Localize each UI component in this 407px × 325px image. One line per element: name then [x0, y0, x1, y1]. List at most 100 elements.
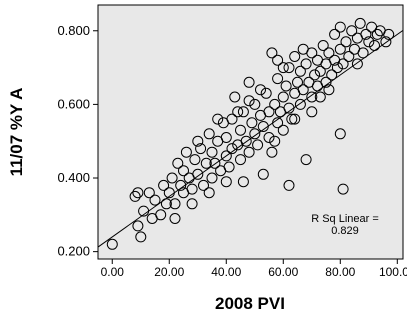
- data-point: [203, 128, 215, 140]
- data-point: [240, 135, 252, 147]
- annotation-line1: R Sq Linear =: [311, 213, 379, 225]
- data-point: [334, 21, 346, 33]
- data-point: [357, 47, 369, 59]
- x-tick-label: 40.00: [211, 265, 241, 279]
- data-point: [272, 54, 284, 66]
- data-point: [380, 36, 392, 48]
- y-tick-label: 0.200: [57, 244, 90, 259]
- data-point: [266, 146, 278, 158]
- y-axis: 0.200 0.400 0.600 0.800: [57, 23, 98, 259]
- data-point: [252, 139, 264, 151]
- y-tick-label: 0.600: [57, 96, 90, 111]
- data-point: [371, 28, 383, 40]
- data-point: [272, 73, 284, 85]
- data-point: [309, 69, 321, 81]
- data-point: [314, 91, 326, 103]
- data-point: [283, 62, 295, 74]
- data-point: [206, 172, 218, 184]
- data-point: [331, 62, 343, 74]
- data-point: [317, 40, 329, 51]
- data-point: [263, 106, 275, 118]
- data-point: [300, 58, 312, 70]
- data-point: [314, 65, 326, 77]
- data-point: [323, 84, 335, 96]
- annotation-line2: 0.829: [331, 225, 359, 237]
- data-point: [209, 157, 221, 169]
- data-point: [189, 154, 201, 166]
- data-point: [340, 36, 352, 48]
- data-point: [212, 113, 224, 125]
- data-point: [334, 128, 346, 140]
- data-point: [237, 106, 249, 118]
- data-point: [178, 165, 189, 177]
- data-point: [237, 176, 249, 188]
- data-point: [169, 198, 181, 210]
- data-point: [180, 146, 192, 158]
- data-point: [149, 194, 161, 206]
- data-point: [220, 176, 232, 188]
- data-point: [294, 65, 306, 77]
- data-point: [337, 58, 349, 70]
- data-point: [300, 154, 312, 166]
- data-point: [306, 91, 318, 103]
- data-point: [192, 168, 204, 180]
- x-tick-label: 80.00: [325, 265, 355, 279]
- data-point: [132, 220, 144, 232]
- data-point: [206, 146, 218, 158]
- data-point: [223, 161, 235, 173]
- data-point: [220, 150, 232, 162]
- data-point: [277, 62, 289, 74]
- data-point: [269, 135, 281, 147]
- data-point: [346, 25, 358, 37]
- data-point: [249, 128, 261, 140]
- data-point: [269, 98, 281, 110]
- data-point: [246, 117, 258, 129]
- data-point: [343, 51, 355, 62]
- data-point: [172, 157, 184, 169]
- data-point: [169, 213, 181, 224]
- data-point: [306, 106, 318, 118]
- data-point: [354, 17, 366, 29]
- data-point: [186, 183, 198, 195]
- data-point: [263, 132, 275, 143]
- data-point: [129, 190, 141, 202]
- points-layer: [106, 17, 395, 250]
- x-tick-label: 100.00: [379, 265, 407, 279]
- data-point: [226, 113, 238, 125]
- data-point: [289, 113, 301, 125]
- data-point: [297, 43, 309, 55]
- data-point: [297, 84, 309, 96]
- data-point: [320, 76, 332, 88]
- data-point: [323, 47, 335, 59]
- data-point: [257, 168, 269, 180]
- data-point: [232, 106, 244, 118]
- data-point: [135, 231, 147, 243]
- y-tick-label: 0.400: [57, 170, 90, 185]
- data-point: [383, 28, 395, 40]
- data-point: [351, 58, 363, 70]
- data-point: [200, 157, 212, 169]
- fit-line: [97, 29, 404, 248]
- data-point: [198, 179, 209, 191]
- data-point: [243, 76, 255, 88]
- data-point: [363, 36, 375, 48]
- data-point: [334, 43, 346, 55]
- x-tick-label: 0.00: [101, 265, 125, 279]
- data-point: [243, 146, 255, 158]
- data-point: [132, 187, 144, 199]
- data-point: [277, 91, 289, 103]
- data-point: [360, 28, 372, 40]
- data-point: [195, 143, 207, 155]
- x-tick-label: 60.00: [268, 265, 298, 279]
- data-point: [220, 132, 232, 143]
- data-point: [175, 179, 187, 191]
- data-point: [166, 172, 178, 184]
- y-tick-label: 0.800: [57, 23, 90, 38]
- data-point: [286, 113, 298, 125]
- data-point: [155, 209, 167, 221]
- data-point: [255, 84, 266, 96]
- data-point: [280, 80, 292, 92]
- data-point: [294, 98, 306, 110]
